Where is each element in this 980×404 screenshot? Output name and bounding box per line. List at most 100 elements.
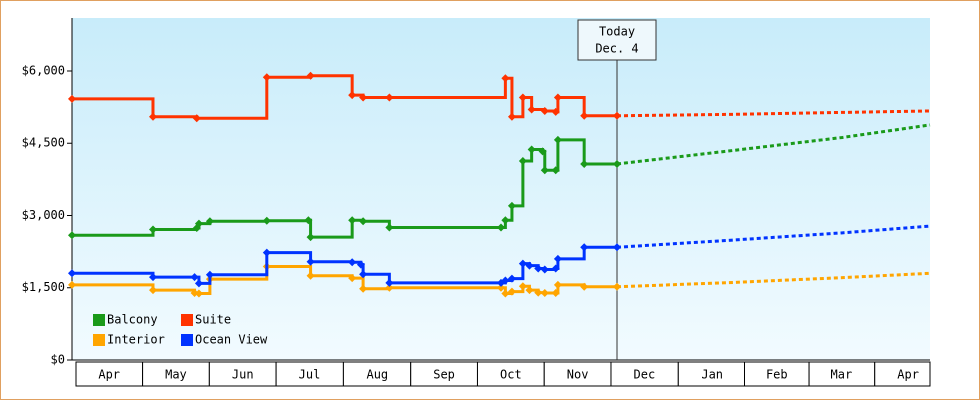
price-point <box>507 112 516 121</box>
price-point <box>192 114 201 123</box>
price-point <box>205 270 214 279</box>
forecast-line <box>616 224 931 249</box>
price-point <box>580 243 589 252</box>
price-point <box>580 159 589 168</box>
price-point <box>148 112 157 121</box>
price-point <box>580 111 589 120</box>
price-point <box>68 269 76 278</box>
price-point <box>501 276 510 285</box>
legend-swatch <box>93 314 105 326</box>
price-point <box>540 265 549 274</box>
price-point <box>534 288 543 297</box>
plot-area <box>72 18 930 360</box>
x-tick-label: Apr <box>98 368 120 382</box>
price-point <box>507 274 516 283</box>
price-point <box>540 106 549 115</box>
price-point <box>580 282 589 291</box>
x-tick-box <box>275 361 344 387</box>
today-label: Today <box>599 25 635 39</box>
x-tick-label: Feb <box>766 368 788 382</box>
price-point <box>551 107 560 116</box>
price-point <box>385 223 394 232</box>
x-tick-label: Mar <box>831 368 853 382</box>
legend-label: Interior <box>107 333 165 347</box>
price-point <box>68 94 76 103</box>
price-point <box>518 93 527 102</box>
legend-label: Ocean View <box>195 333 268 347</box>
price-point <box>553 135 562 144</box>
price-point <box>507 201 516 210</box>
price-point <box>148 273 157 282</box>
price-point <box>540 289 549 298</box>
price-point <box>148 225 157 234</box>
price-point <box>507 287 516 296</box>
legend-label: Balcony <box>107 313 158 327</box>
x-tick-label: Jan <box>701 368 723 382</box>
price-point <box>306 233 315 242</box>
x-tick-label: Aug <box>366 368 388 382</box>
x-tick-label: Apr <box>897 368 919 382</box>
price-point <box>262 216 271 225</box>
forecast-line <box>616 109 931 118</box>
price-point <box>553 93 562 102</box>
price-point <box>551 289 560 298</box>
x-tick-label: Dec <box>634 368 656 382</box>
price-point <box>501 74 510 83</box>
x-tick-box <box>677 361 746 387</box>
x-tick-box <box>543 361 612 387</box>
price-point <box>525 261 534 270</box>
x-tick-box <box>208 361 277 387</box>
forecast-line <box>616 123 931 166</box>
price-point <box>348 258 357 267</box>
price-point <box>205 217 214 226</box>
x-tick-label: May <box>165 368 187 382</box>
price-point <box>553 280 562 289</box>
price-point <box>194 219 203 228</box>
x-tick-label: Nov <box>567 368 589 382</box>
price-point <box>348 216 357 225</box>
price-point <box>518 259 527 268</box>
price-point <box>348 91 357 100</box>
price-point <box>501 216 510 225</box>
y-tick-label: $0 <box>51 353 65 367</box>
price-point <box>527 145 536 154</box>
price-point <box>359 93 368 102</box>
x-tick-box <box>808 361 876 387</box>
price-point <box>306 271 315 280</box>
legend-swatch <box>181 334 193 346</box>
forecast-line <box>616 271 931 289</box>
price-point <box>551 166 560 175</box>
y-tick-label: $1,500 <box>22 280 65 294</box>
x-tick-label: Sep <box>433 368 455 382</box>
price-point <box>306 71 315 80</box>
legend-swatch <box>93 334 105 346</box>
today-label: Dec. 4 <box>595 42 638 56</box>
price-point <box>540 166 549 175</box>
today-box <box>577 19 657 61</box>
price-point <box>385 278 394 287</box>
price-point <box>497 223 505 232</box>
price-point <box>518 157 527 166</box>
x-tick-label: Jul <box>299 368 321 382</box>
price-point <box>148 286 157 295</box>
price-point <box>356 260 365 269</box>
price-point <box>553 254 562 263</box>
legend-swatch <box>181 314 193 326</box>
price-point <box>525 286 534 295</box>
price-point <box>348 274 357 283</box>
price-point <box>262 248 271 257</box>
price-point <box>527 105 536 114</box>
legend-label: Suite <box>195 313 231 327</box>
price-point <box>68 231 76 240</box>
price-point <box>497 283 505 292</box>
x-tick-box <box>874 361 931 387</box>
price-point <box>359 284 368 293</box>
price-point <box>534 264 543 273</box>
price-point <box>385 283 394 292</box>
price-point <box>518 282 527 291</box>
price-point <box>359 217 368 226</box>
price-point <box>68 280 76 289</box>
x-tick-box <box>75 361 144 387</box>
price-line <box>72 245 618 285</box>
price-point <box>538 147 547 156</box>
